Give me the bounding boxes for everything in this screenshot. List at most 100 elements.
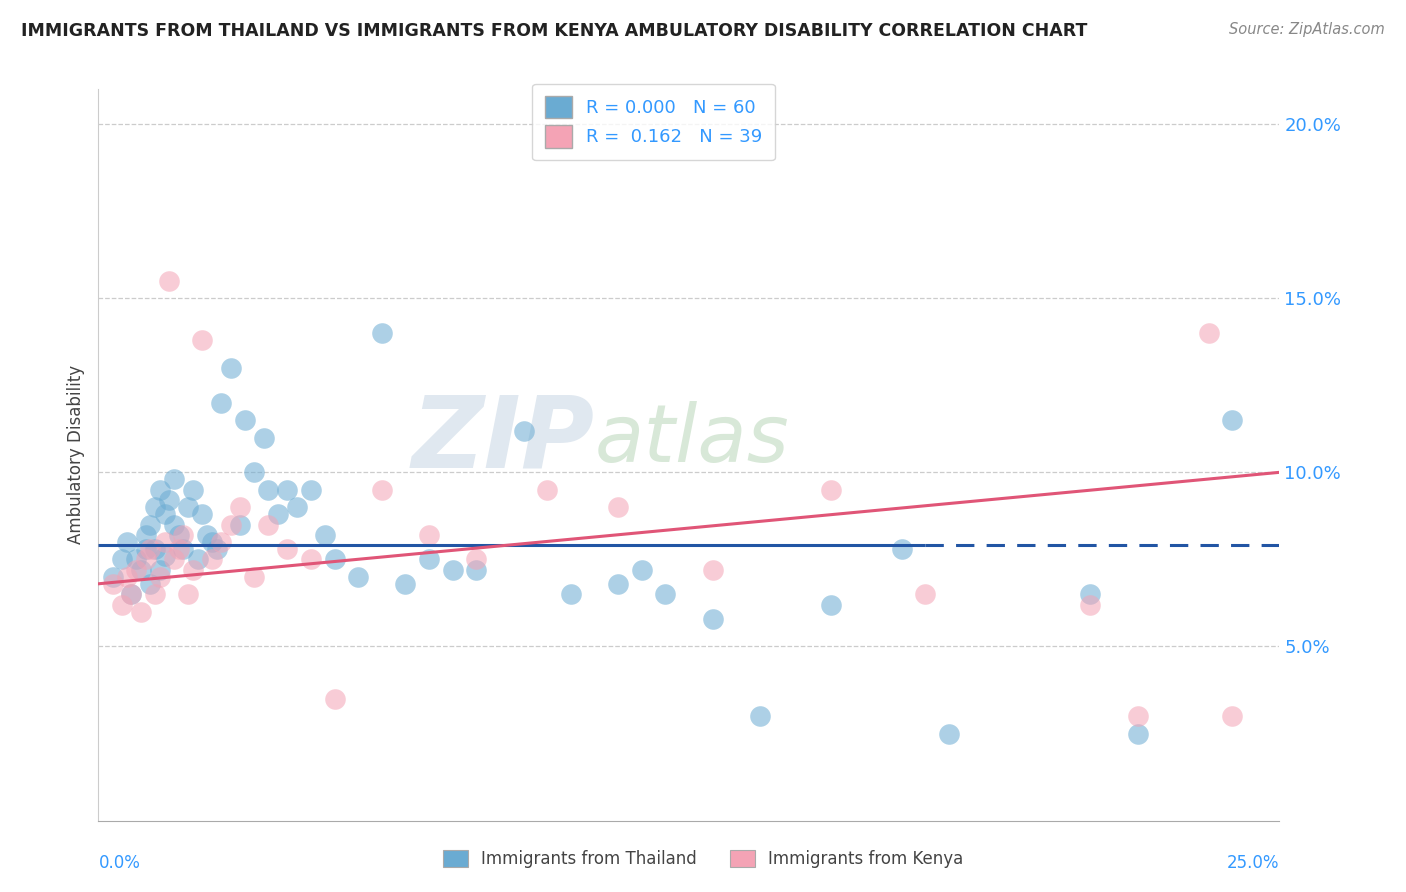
Point [253,430,276,444]
Point [323,691,346,706]
Text: 25.0%: 25.0% [1227,854,1279,871]
Text: ZIP: ZIP [412,392,595,489]
Point [209,395,232,409]
Point [243,570,266,584]
Point [139,576,162,591]
Point [201,535,224,549]
Point [163,472,186,486]
Point [257,483,280,497]
Point [135,528,157,542]
Point [314,528,336,542]
Point [607,500,630,515]
Point [219,517,242,532]
Point [1080,598,1102,612]
Point [267,507,290,521]
Point [181,483,204,497]
Point [219,360,242,375]
Point [153,535,176,549]
Point [101,576,124,591]
Point [938,726,960,740]
Point [191,507,214,521]
Point [172,528,194,542]
Point [1220,413,1243,427]
Point [323,552,346,566]
Point [299,483,322,497]
Point [191,333,214,347]
Point [139,517,162,532]
Point [347,570,370,584]
Point [149,563,172,577]
Point [512,424,534,438]
Point [163,517,186,532]
Point [441,563,464,577]
Point [149,483,172,497]
Point [607,576,630,591]
Point [1198,326,1220,340]
Point [702,612,724,626]
Point [143,541,166,556]
Point [201,552,224,566]
Point [157,274,180,288]
Point [285,500,308,515]
Point [125,563,148,577]
Point [135,552,157,566]
Point [394,576,416,591]
Point [143,500,166,515]
Point [115,535,138,549]
Point [654,587,676,601]
Point [371,326,394,340]
Point [121,587,143,601]
Point [702,563,724,577]
Point [177,500,200,515]
Point [177,587,200,601]
Point [243,466,266,480]
Point [111,552,134,566]
Legend: R = 0.000   N = 60, R =  0.162   N = 39: R = 0.000 N = 60, R = 0.162 N = 39 [531,84,775,161]
Point [167,541,190,556]
Point [536,483,558,497]
Point [299,552,322,566]
Point [465,563,488,577]
Point [371,483,394,497]
Text: atlas: atlas [595,401,789,479]
Text: 0.0%: 0.0% [98,854,141,871]
Point [153,507,176,521]
Point [139,541,162,556]
Point [135,541,157,556]
Point [153,549,176,563]
Point [1126,726,1149,740]
Point [157,493,180,508]
Point [257,517,280,532]
Point [1080,587,1102,601]
Point [115,570,138,584]
Point [149,570,172,584]
Point [229,500,252,515]
Point [163,552,186,566]
Point [748,709,770,723]
Point [143,587,166,601]
Point [418,552,440,566]
Point [465,552,488,566]
Point [101,570,124,584]
Text: IMMIGRANTS FROM THAILAND VS IMMIGRANTS FROM KENYA AMBULATORY DISABILITY CORRELAT: IMMIGRANTS FROM THAILAND VS IMMIGRANTS F… [21,22,1087,40]
Point [129,605,152,619]
Point [233,413,256,427]
Y-axis label: Ambulatory Disability: Ambulatory Disability [66,366,84,544]
Point [205,541,228,556]
Point [1220,709,1243,723]
Point [111,598,134,612]
Point [187,552,209,566]
Text: Source: ZipAtlas.com: Source: ZipAtlas.com [1229,22,1385,37]
Point [630,563,652,577]
Point [195,528,218,542]
Point [125,552,148,566]
Point [209,535,232,549]
Point [820,598,842,612]
Point [129,563,152,577]
Point [914,587,936,601]
Point [1126,709,1149,723]
Point [172,541,194,556]
Point [276,541,298,556]
Point [276,483,298,497]
Point [121,587,143,601]
